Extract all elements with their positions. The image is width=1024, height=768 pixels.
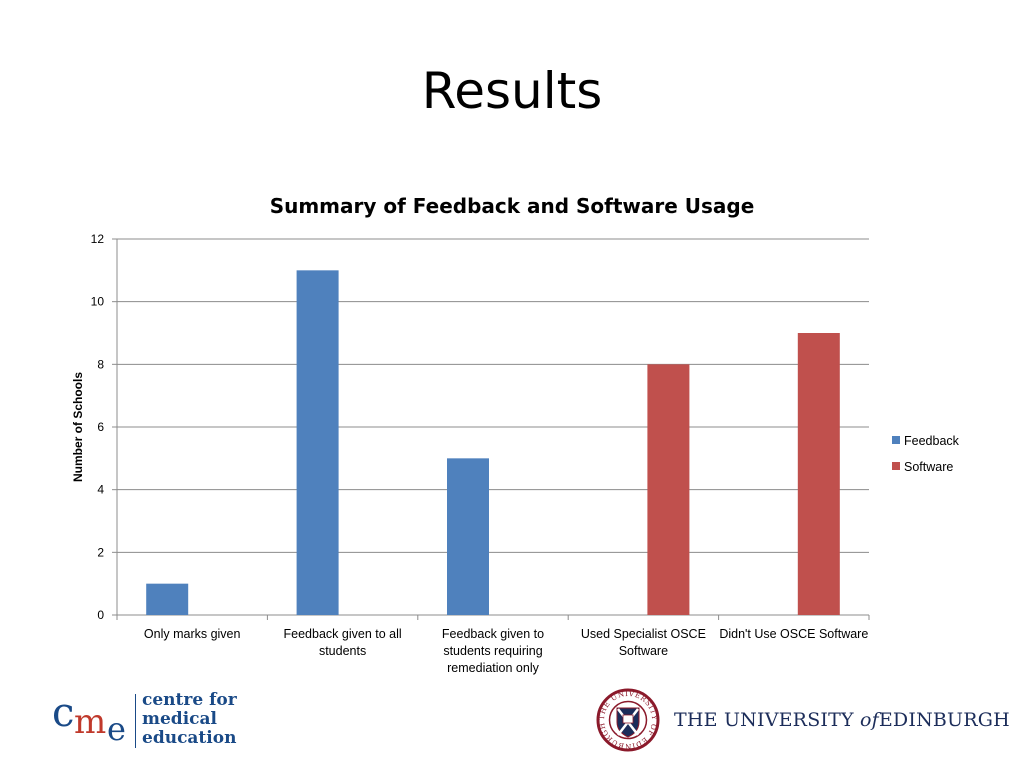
chart-title: Summary of Feedback and Software Usage — [269, 194, 755, 218]
x-tick-label: Used Specialist OSCE — [581, 627, 706, 641]
y-tick-label: 2 — [97, 545, 104, 559]
y-tick-label: 6 — [97, 420, 104, 434]
cme-divider — [135, 694, 136, 748]
university-name-of: of — [859, 709, 879, 731]
y-tick-label: 0 — [97, 608, 104, 622]
x-tick-label: remediation only — [447, 661, 539, 675]
slide-title: Results — [421, 62, 603, 120]
university-name: THE UNIVERSITY ofEDINBURGH — [674, 709, 1010, 731]
legend-swatch-software — [892, 462, 900, 470]
legend-label-software: Software — [904, 460, 953, 474]
cme-monogram: c m e — [52, 688, 132, 750]
legend-label-feedback: Feedback — [904, 434, 960, 448]
cme-letter-e: e — [107, 710, 126, 748]
cme-line-1: centre for — [142, 690, 237, 710]
x-tick-label: Only marks given — [144, 627, 241, 641]
gridlines — [117, 238, 869, 553]
legend: Feedback Software — [892, 434, 960, 474]
y-axis-label: Number of Schools — [71, 372, 85, 482]
cme-letter-m: m — [74, 702, 107, 742]
cme-letter-c: c — [52, 690, 75, 736]
university-name-part-1: THE UNIVERSITY — [674, 709, 854, 731]
university-name-part-2: EDINBURGH — [878, 709, 1010, 731]
cme-wordmark: centre for medical education — [142, 691, 237, 748]
x-tick-label: students requiring — [443, 644, 542, 658]
bar-chart: 0 2 4 6 8 10 12 Number of Schools Only marks giv… — [71, 232, 960, 675]
university-logo: THE UNIVERSITY OF EDINBURGH THE UNIVERSI… — [596, 688, 1010, 752]
bar-feedback-1 — [146, 583, 189, 615]
bars — [146, 270, 840, 615]
y-tick-label: 4 — [97, 483, 104, 497]
axes — [112, 238, 870, 620]
x-tick-label: Didn't Use OSCE Software — [719, 627, 868, 641]
x-tick-label: Feedback given to all — [284, 627, 402, 641]
cme-line-2: medical — [142, 709, 217, 729]
cme-line-3: education — [142, 728, 237, 748]
y-tick-label: 10 — [91, 295, 105, 309]
y-tick-label: 12 — [91, 232, 105, 246]
university-crest-icon: THE UNIVERSITY OF EDINBURGH — [596, 688, 660, 752]
cme-logo: c m e centre for medical education — [52, 688, 242, 750]
x-tick-label: students — [319, 644, 366, 658]
x-tick-label: Feedback given to — [442, 627, 544, 641]
bar-feedback-2 — [296, 270, 339, 615]
bar-software-5 — [797, 333, 840, 615]
tick-labels: 0 2 4 6 8 10 12 Number of Schools Only marks giv… — [71, 232, 868, 675]
x-tick-label: Software — [619, 644, 668, 658]
legend-swatch-feedback — [892, 436, 900, 444]
bar-software-4 — [647, 364, 690, 615]
bar-feedback-3 — [447, 458, 489, 615]
y-tick-label: 8 — [97, 357, 104, 371]
